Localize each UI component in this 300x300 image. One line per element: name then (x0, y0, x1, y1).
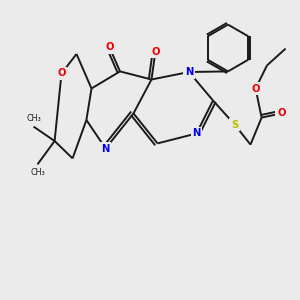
Text: S: S (231, 119, 238, 130)
Text: CH₃: CH₃ (30, 168, 45, 177)
Text: O: O (151, 46, 160, 57)
Text: N: N (185, 67, 193, 77)
Text: CH₃: CH₃ (26, 114, 41, 123)
Text: N: N (192, 128, 201, 139)
Text: O: O (105, 42, 114, 52)
Text: O: O (57, 68, 66, 79)
Text: O: O (251, 83, 260, 94)
Text: N: N (101, 143, 110, 154)
Text: O: O (277, 108, 286, 118)
